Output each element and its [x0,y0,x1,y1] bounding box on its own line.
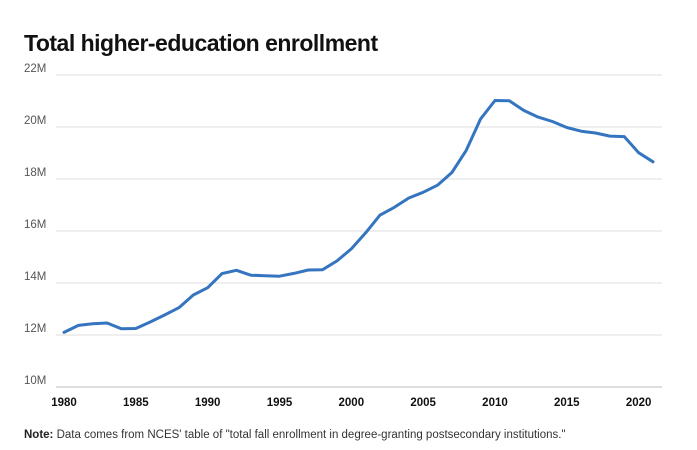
data-series [62,99,655,334]
y-tick-label: 18M [24,167,46,179]
series-line [62,99,655,334]
footnote: Note: Data comes from NCES' table of "to… [24,429,566,441]
y-tick-label: 20M [24,115,46,127]
x-tick-label: 2000 [339,397,365,409]
x-tick-label: 1980 [51,397,77,409]
gridlines [56,74,662,388]
x-axis-ticks: 1980 1985 1990 1995 2000 2005 2010 2015 2020 [51,397,651,409]
x-tick-label: 2020 [626,397,652,409]
y-tick-label: 22M [24,63,46,75]
y-tick-label: 10M [24,375,46,387]
x-tick-label: 1995 [267,397,293,409]
x-tick-label: 1985 [123,397,149,409]
line-chart: 10M 12M 14M 16M 18M 20M 22M 1980 1985 1990 1995 20… [24,63,662,409]
x-tick-label: 2010 [482,397,508,409]
x-tick-label: 1990 [195,397,221,409]
x-tick-label: 2015 [554,397,580,409]
y-tick-label: 14M [24,271,46,283]
y-axis-ticks: 10M 12M 14M 16M 18M 20M 22M [24,63,46,387]
x-tick-label: 2005 [410,397,436,409]
note-text: Data comes from NCES' table of "total fa… [53,429,566,441]
note-label: Note: [24,429,54,441]
y-tick-label: 16M [24,219,46,231]
chart-title: Total higher-education enrollment [24,30,378,56]
y-tick-label: 12M [24,323,46,335]
